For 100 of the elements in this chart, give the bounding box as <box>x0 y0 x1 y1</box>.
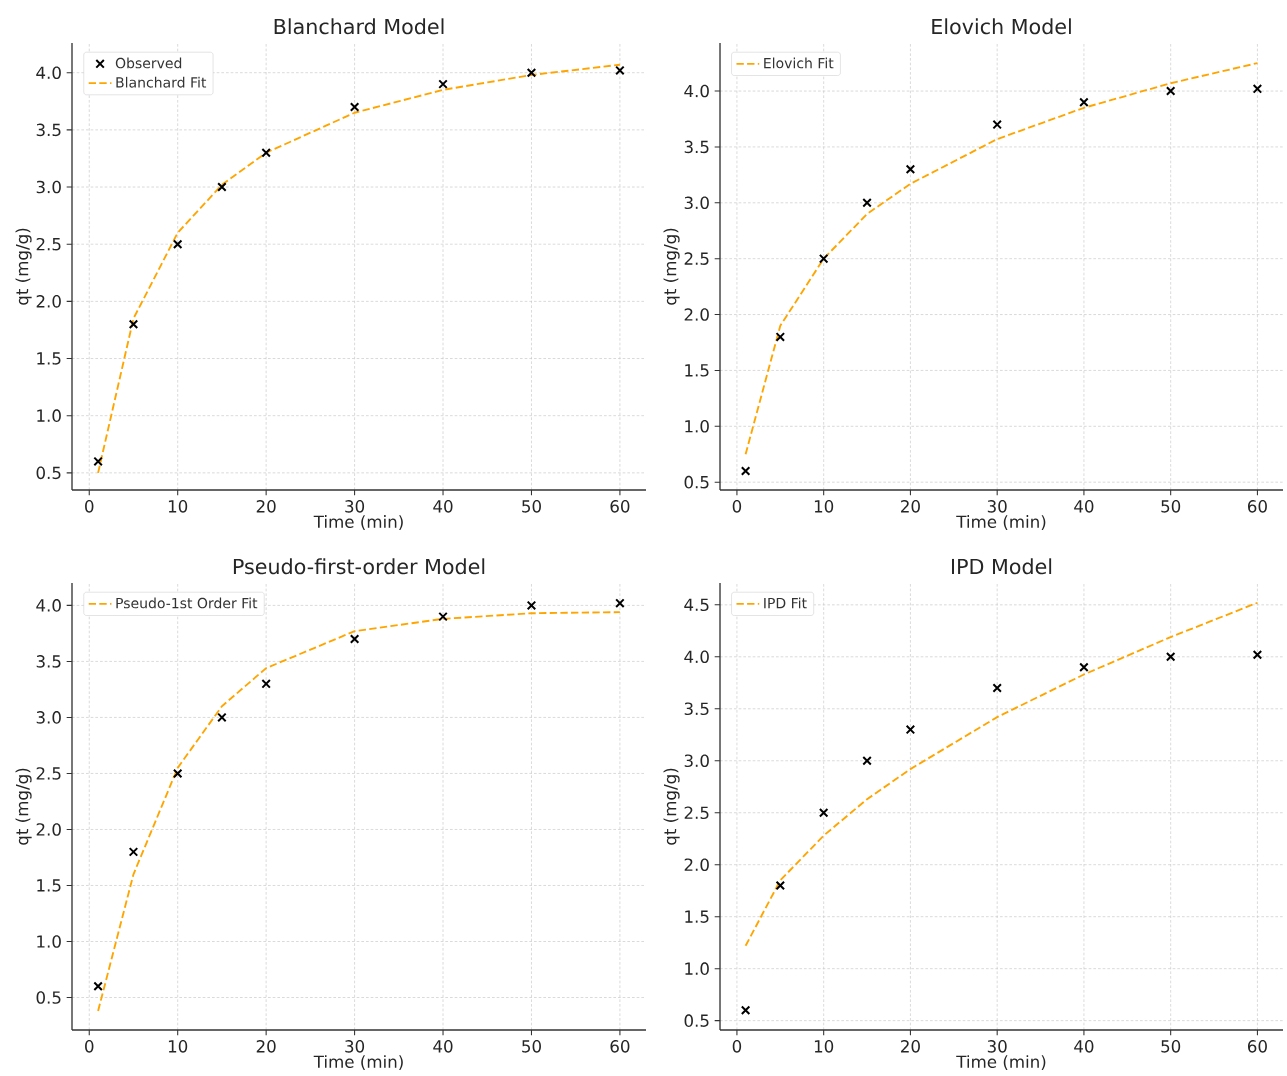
chart-title: Pseudo-first-order Model <box>233 558 485 575</box>
x-tick-label: 10 <box>168 1040 188 1053</box>
x-tick-label: 60 <box>610 500 630 513</box>
point <box>93 456 103 467</box>
y-tick-label: 2.5 <box>684 252 709 265</box>
point <box>438 611 448 622</box>
point <box>217 712 227 723</box>
y-tick-label: 4.5 <box>684 598 709 612</box>
y-tick-label: 2.5 <box>36 767 61 780</box>
x-tick-label: 20 <box>901 500 920 513</box>
y-axis-title: qt (mg/g) <box>15 228 32 305</box>
x-tick-label: 40 <box>433 500 453 513</box>
point <box>1252 649 1263 660</box>
point <box>261 147 271 158</box>
y-tick-label: 3.0 <box>36 711 61 724</box>
y-tick-label: 4.0 <box>36 599 61 612</box>
point <box>862 198 872 208</box>
point <box>261 679 271 689</box>
point <box>905 164 916 175</box>
x-tick-label: 20 <box>256 500 276 513</box>
point <box>217 182 227 192</box>
y-tick-label: 3.5 <box>36 123 61 137</box>
x-tick-label: 40 <box>1074 1040 1094 1053</box>
y-tick-label: 2.5 <box>684 806 709 820</box>
x-tick-label: 40 <box>1074 500 1094 513</box>
y-tick-label: 2.0 <box>36 295 61 308</box>
y-tick-label: 3.0 <box>684 754 709 768</box>
y-tick-label: 2.0 <box>684 858 709 872</box>
point <box>740 1005 751 1016</box>
y-tick-label: 3.5 <box>36 655 61 668</box>
point <box>905 724 916 735</box>
x-tick-label: 30 <box>345 500 365 513</box>
point <box>615 65 625 76</box>
point <box>740 466 751 476</box>
point <box>775 880 786 891</box>
x-tick-label: 20 <box>901 1040 920 1053</box>
point <box>775 332 786 342</box>
y-tick-label: 0.5 <box>36 991 61 1004</box>
point <box>349 102 360 112</box>
x-tick-label: 0 <box>732 500 742 513</box>
x-tick-label: 30 <box>987 1040 1007 1053</box>
y-tick-label: 3.5 <box>684 140 709 154</box>
line-series <box>97 611 621 1012</box>
legend-label: Blanchard Fit <box>116 76 207 88</box>
y-tick-label: 0.5 <box>684 1014 709 1027</box>
y-tick-label: 2.0 <box>36 823 61 836</box>
y-tick-label: 1.0 <box>685 962 709 975</box>
point <box>1252 84 1263 94</box>
point <box>992 119 1002 130</box>
point <box>438 79 448 89</box>
point <box>128 319 139 329</box>
point <box>172 239 183 249</box>
x-tick-label: 50 <box>1161 500 1181 513</box>
y-tick-label: 2.5 <box>36 237 61 251</box>
point <box>349 634 360 644</box>
point <box>862 755 872 766</box>
x-axis-title: Time (min) <box>313 1055 403 1070</box>
x-tick-label: 50 <box>522 500 541 513</box>
x-axis-title: Time (min) <box>313 515 403 530</box>
y-tick-label: 1.5 <box>685 910 709 923</box>
y-tick-label: 3.5 <box>684 702 709 716</box>
x-tick-label: 10 <box>168 500 188 513</box>
x-tick-label: 10 <box>814 500 834 513</box>
point <box>818 253 829 264</box>
x-tick-label: 0 <box>85 1040 94 1053</box>
y-tick-label: 1.0 <box>37 935 61 948</box>
chart-title: Elovich Model <box>932 18 1071 35</box>
y-axis-title: qt (mg/g) <box>15 768 32 845</box>
point <box>1165 652 1176 662</box>
point <box>1165 86 1176 96</box>
y-tick-label: 3.0 <box>684 196 709 210</box>
x-tick-label: 50 <box>1161 1040 1181 1053</box>
legend-label: Observed <box>115 57 182 69</box>
y-tick-label: 4.0 <box>684 650 709 664</box>
y-tick-label: 0.5 <box>684 475 709 489</box>
y-tick-label: 1.0 <box>685 419 709 433</box>
point <box>526 67 537 78</box>
x-tick-label: 60 <box>610 1040 630 1053</box>
chart-title: Blanchard Model <box>274 18 444 35</box>
x-tick-label: 60 <box>1247 1040 1267 1053</box>
y-tick-label: 4.0 <box>36 66 61 80</box>
y-tick-label: 1.5 <box>37 352 61 365</box>
point <box>615 598 625 608</box>
y-tick-label: 1.5 <box>37 879 61 892</box>
x-tick-label: 30 <box>345 1040 365 1053</box>
point <box>128 847 139 857</box>
point <box>93 981 103 992</box>
point <box>818 807 829 818</box>
x-tick-label: 40 <box>433 1040 453 1053</box>
x-tick-label: 10 <box>814 1040 834 1053</box>
legend-label: IPD Fit <box>764 597 807 609</box>
point <box>526 600 537 611</box>
legend-label: Pseudo-1st Order Fit <box>116 597 258 609</box>
point <box>1079 97 1089 107</box>
x-tick-label: 30 <box>987 500 1007 513</box>
point <box>992 683 1002 693</box>
y-axis-title: qt (mg/g) <box>663 228 680 305</box>
y-tick-label: 3.0 <box>36 180 61 194</box>
x-tick-label: 0 <box>732 1040 742 1053</box>
x-tick-label: 50 <box>522 1040 541 1053</box>
